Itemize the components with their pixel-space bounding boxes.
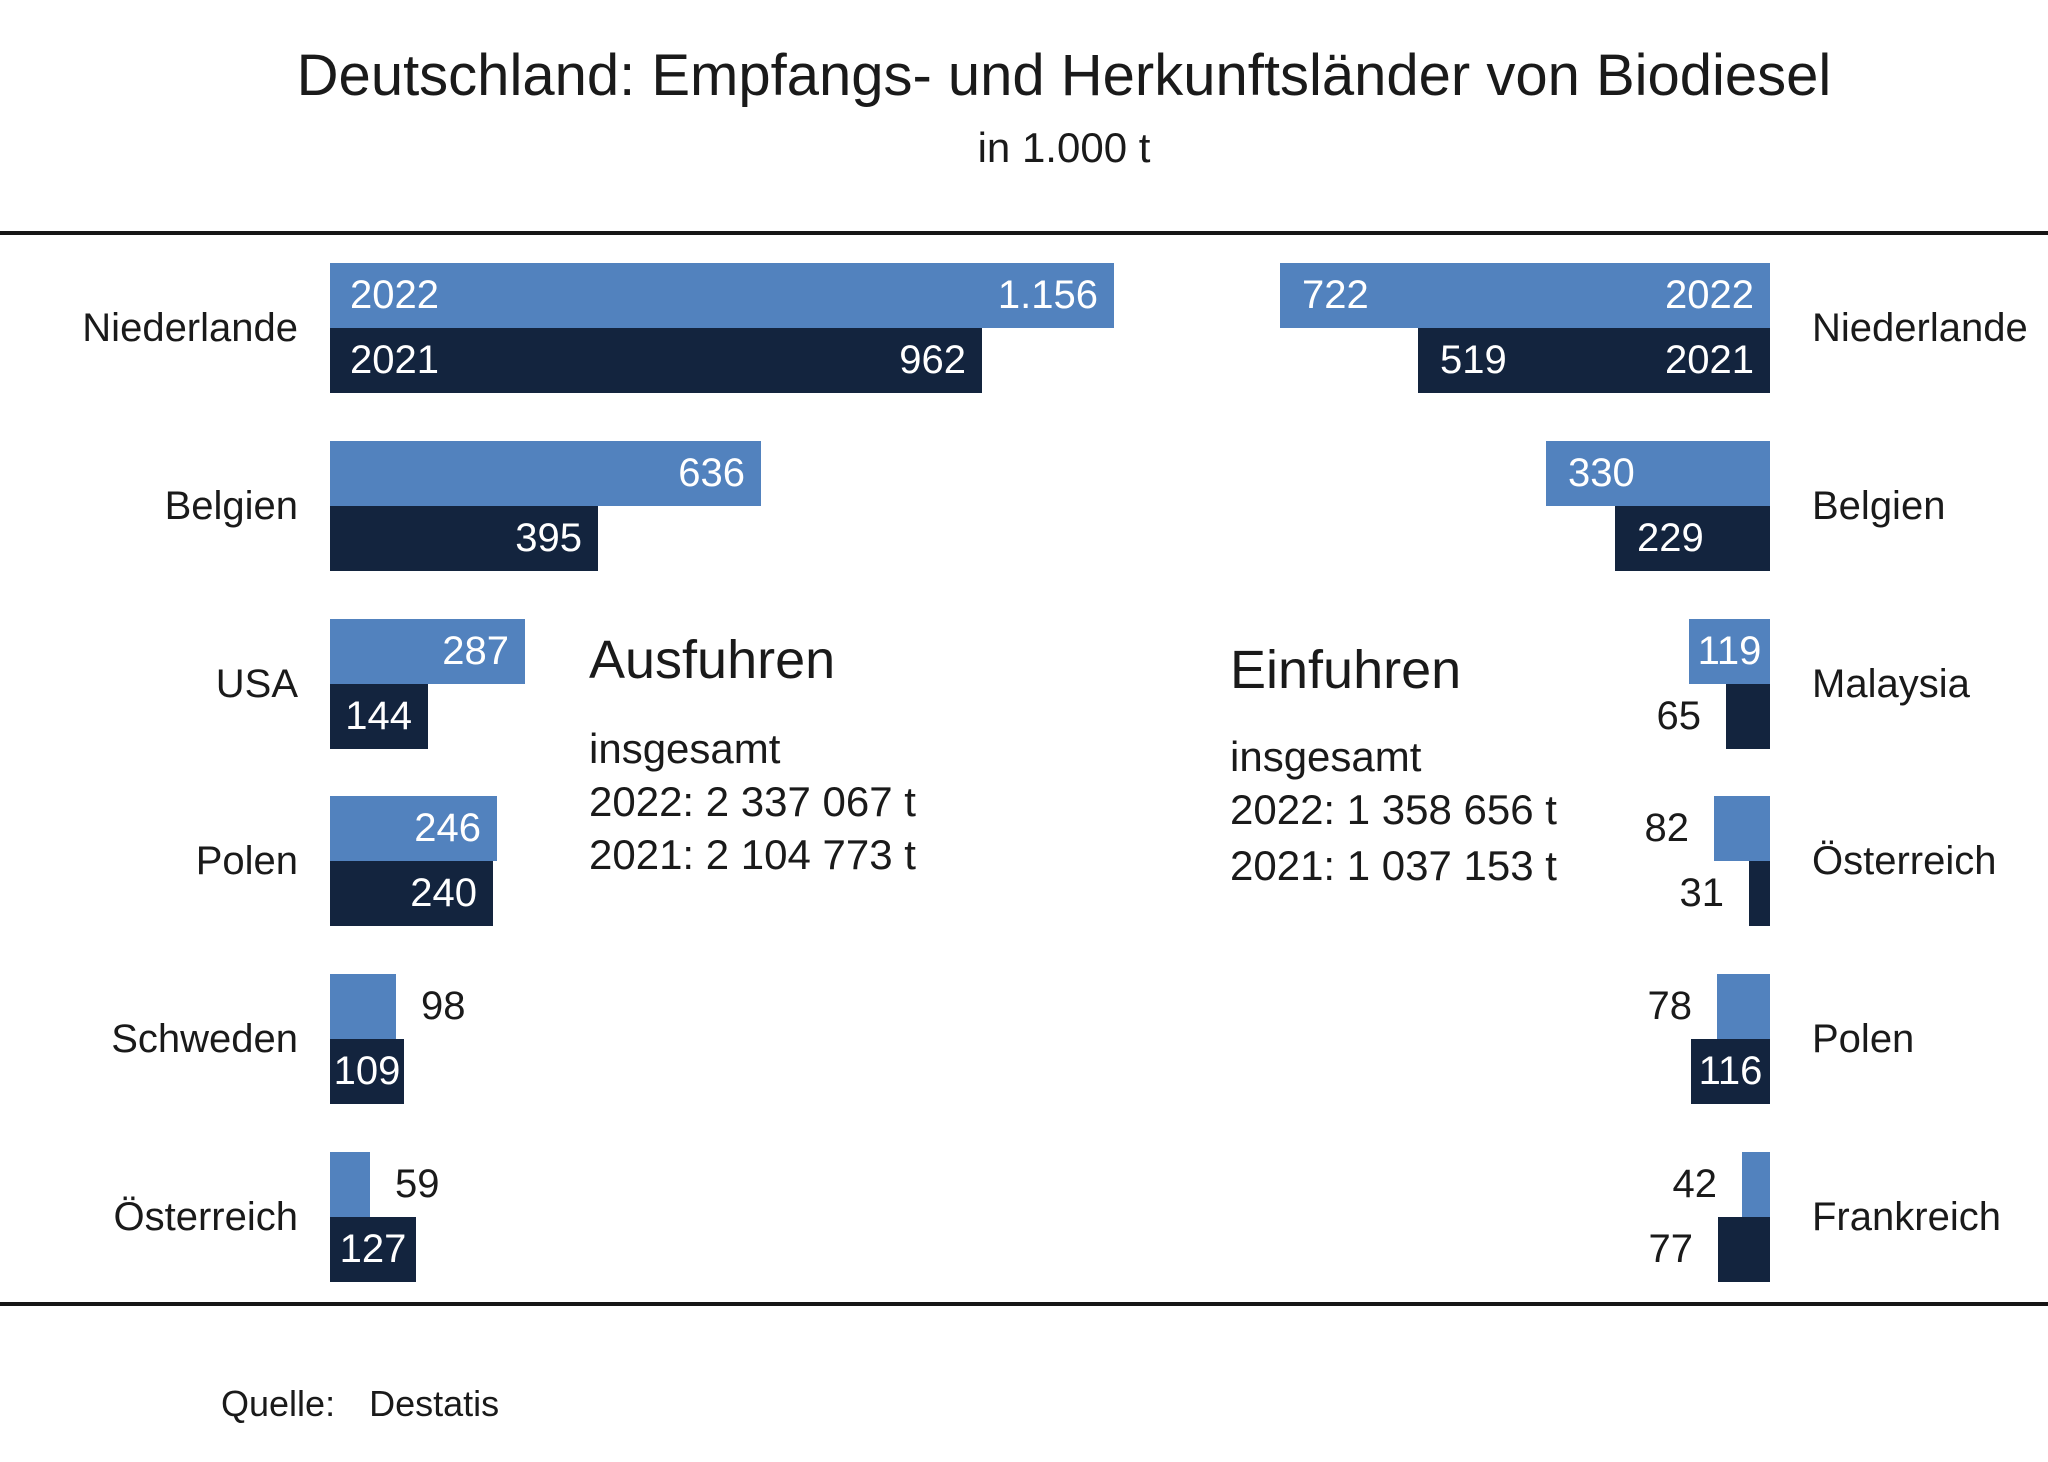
bar-2022-einfuhren-niederlande bbox=[1280, 263, 1770, 328]
bar-2021-einfuhren-frankreich bbox=[1718, 1217, 1770, 1282]
country-label-ausfuhren-usa: USA bbox=[215, 662, 298, 706]
value-2022-einfuhren--sterreich: 82 bbox=[1644, 806, 1690, 850]
bar-2021-einfuhren-malaysia bbox=[1726, 684, 1770, 749]
value-2022-einfuhren-malaysia: 119 bbox=[1697, 629, 1762, 673]
bar-2022-ausfuhren-polen bbox=[330, 796, 497, 861]
value-2021-einfuhren-polen: 116 bbox=[1698, 1049, 1763, 1093]
einfuhren-total-2021: 2021: 1 037 153 t bbox=[1230, 842, 1557, 889]
source-value: Destatis bbox=[369, 1383, 500, 1424]
top-divider-line bbox=[0, 231, 2048, 235]
bar-2021-ausfuhren-niederlande bbox=[330, 328, 982, 393]
value-2022-einfuhren-frankreich: 42 bbox=[1672, 1162, 1718, 1206]
value-2022-ausfuhren-belgien: 636 bbox=[678, 451, 745, 495]
page-subtitle: in 1.000 t bbox=[977, 123, 1151, 171]
bar-2022-ausfuhren-niederlande bbox=[330, 263, 1114, 328]
bar-2021-einfuhren-belgien bbox=[1615, 506, 1770, 571]
value-2022-einfuhren-polen: 78 bbox=[1647, 984, 1693, 1028]
legend-2022-ausfuhren: 2022 bbox=[350, 273, 439, 317]
country-label-ausfuhren-schweden: Schweden bbox=[111, 1017, 298, 1061]
ausfuhren-total-label: insgesamt bbox=[589, 725, 781, 772]
einfuhren-total-label: insgesamt bbox=[1230, 733, 1422, 780]
value-2022-ausfuhren-usa: 287 bbox=[442, 629, 509, 673]
value-2022-einfuhren-niederlande: 722 bbox=[1302, 273, 1369, 317]
bar-2022-ausfuhren--sterreich bbox=[330, 1152, 370, 1217]
value-2022-einfuhren-belgien: 330 bbox=[1568, 451, 1635, 495]
bar-2022-einfuhren-frankreich bbox=[1742, 1152, 1770, 1217]
bar-2022-einfuhren-polen bbox=[1717, 974, 1770, 1039]
value-2022-ausfuhren-polen: 246 bbox=[414, 806, 481, 850]
value-2021-ausfuhren-polen: 240 bbox=[410, 871, 477, 915]
country-label-ausfuhren-belgien: Belgien bbox=[164, 484, 298, 528]
einfuhren-total-2022: 2022: 1 358 656 t bbox=[1230, 786, 1557, 833]
bottom-divider-line bbox=[0, 1302, 2048, 1306]
country-label-ausfuhren-polen: Polen bbox=[195, 839, 298, 883]
country-label-einfuhren-niederlande: Niederlande bbox=[1812, 306, 2028, 350]
ausfuhren-total-2021: 2021: 2 104 773 t bbox=[589, 831, 916, 878]
legend-2022-einfuhren: 2022 bbox=[1665, 273, 1754, 317]
country-label-einfuhren-frankreich: Frankreich bbox=[1812, 1195, 2001, 1239]
legend-2021-einfuhren: 2021 bbox=[1665, 338, 1754, 382]
value-2021-einfuhren-frankreich: 77 bbox=[1648, 1227, 1694, 1271]
value-2021-ausfuhren--sterreich: 127 bbox=[339, 1227, 407, 1271]
value-2021-einfuhren--sterreich: 31 bbox=[1679, 871, 1725, 915]
country-label-einfuhren-belgien: Belgien bbox=[1812, 484, 1946, 528]
country-label-einfuhren-polen: Polen bbox=[1812, 1017, 1915, 1061]
bar-2021-einfuhren--sterreich bbox=[1749, 861, 1770, 926]
value-2021-einfuhren-malaysia: 65 bbox=[1656, 694, 1702, 738]
value-2021-ausfuhren-usa: 144 bbox=[345, 694, 412, 738]
heading-ausfuhren: Ausfuhren bbox=[589, 630, 836, 690]
page-title: Deutschland: Empfangs- und Herkunftsländ… bbox=[296, 43, 1832, 108]
bar-2022-ausfuhren-usa bbox=[330, 619, 525, 684]
bar-2021-ausfuhren-usa bbox=[330, 684, 428, 749]
value-2022-ausfuhren--sterreich: 59 bbox=[395, 1162, 440, 1206]
value-2022-ausfuhren-niederlande: 1.156 bbox=[997, 273, 1098, 317]
ausfuhren-total-2022: 2022: 2 337 067 t bbox=[589, 778, 916, 825]
value-2022-ausfuhren-schweden: 98 bbox=[421, 984, 466, 1028]
bar-2021-einfuhren-niederlande bbox=[1418, 328, 1770, 393]
source-label: Quelle: bbox=[221, 1383, 336, 1424]
value-2021-ausfuhren-niederlande: 962 bbox=[899, 338, 966, 382]
title-block: Deutschland: Empfangs- und Herkunftsländ… bbox=[80, 40, 2048, 173]
bar-2021-einfuhren-polen bbox=[1691, 1039, 1770, 1104]
bar-2021-ausfuhren-schweden bbox=[330, 1039, 404, 1104]
heading-einfuhren: Einfuhren bbox=[1230, 640, 1462, 700]
country-label-einfuhren--sterreich: Österreich bbox=[1812, 839, 1997, 883]
country-label-ausfuhren-niederlande: Niederlande bbox=[82, 306, 298, 350]
value-2021-ausfuhren-belgien: 395 bbox=[515, 516, 582, 560]
country-label-ausfuhren--sterreich: Österreich bbox=[113, 1195, 299, 1239]
bar-2022-einfuhren--sterreich bbox=[1714, 796, 1770, 861]
value-2021-ausfuhren-schweden: 109 bbox=[333, 1049, 401, 1093]
bar-2021-ausfuhren-belgien bbox=[330, 506, 598, 571]
value-2021-einfuhren-belgien: 229 bbox=[1637, 516, 1704, 560]
bar-2022-ausfuhren-belgien bbox=[330, 441, 761, 506]
source-line: Quelle: Destatis bbox=[221, 1382, 499, 1425]
country-label-einfuhren-malaysia: Malaysia bbox=[1812, 662, 1970, 706]
bar-2021-ausfuhren--sterreich bbox=[330, 1217, 416, 1282]
value-2021-einfuhren-niederlande: 519 bbox=[1440, 338, 1507, 382]
bar-2022-einfuhren-belgien bbox=[1546, 441, 1770, 506]
bar-2021-ausfuhren-polen bbox=[330, 861, 493, 926]
bar-2022-einfuhren-malaysia bbox=[1689, 619, 1770, 684]
legend-2021-ausfuhren: 2021 bbox=[350, 338, 439, 382]
bar-2022-ausfuhren-schweden bbox=[330, 974, 396, 1039]
